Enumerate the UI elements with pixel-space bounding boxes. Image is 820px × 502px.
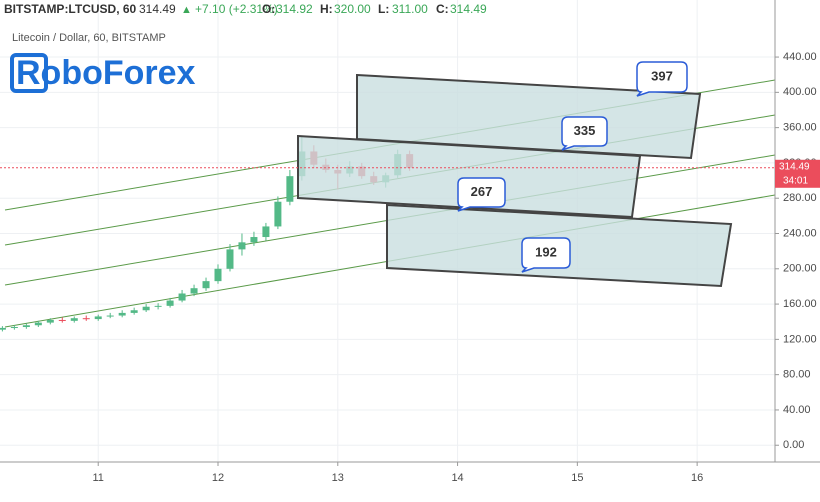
candle-body (46, 319, 54, 323)
candle-body (130, 310, 138, 313)
callout-label: 192 (535, 244, 557, 259)
zone (297, 134, 642, 219)
chart-title: Litecoin / Dollar, 60, BITSTAMP (12, 32, 166, 44)
arrow: ▲ (181, 4, 192, 16)
logo-icon (10, 53, 48, 93)
candle-body (226, 249, 234, 269)
change: +7.10 (+2.31%) (195, 2, 278, 16)
last: 314.49 (139, 2, 176, 16)
candle-body (262, 226, 270, 238)
callout-box (457, 177, 506, 212)
ohlc-value: 320.00 (334, 2, 371, 16)
candle-body (154, 305, 162, 307)
y-tick-label: 440.00 (783, 51, 817, 63)
candle-body (178, 293, 186, 301)
y-tick-label: 280.00 (783, 192, 817, 204)
x-tick-label: 12 (212, 472, 224, 484)
callout-box (521, 237, 571, 273)
candle-body (250, 237, 258, 243)
zone (356, 73, 702, 160)
price-tag (775, 159, 820, 188)
candle-body (142, 306, 150, 311)
candle-body (106, 315, 114, 317)
price-tag-label: 314.49 (779, 161, 810, 172)
candle-body (58, 319, 66, 321)
callout-box (561, 116, 608, 151)
x-tick-label: 11 (93, 472, 104, 484)
y-tick-label: 240.00 (783, 227, 817, 239)
callout-label: 335 (574, 123, 596, 138)
ohlc-label: O: (262, 2, 275, 16)
ohlc-label: L: (378, 2, 389, 16)
candle-body (286, 176, 294, 202)
x-tick-label: 13 (332, 472, 344, 484)
x-tick-label: 15 (571, 472, 583, 484)
candle-body (214, 268, 222, 282)
y-tick-label: 120.00 (783, 333, 817, 345)
callout-label: 267 (471, 184, 493, 199)
symbol: BITSTAMP:LTCUSD, 60 (4, 2, 137, 16)
logo: RoboForex (16, 54, 196, 92)
y-tick-label: 40.00 (783, 404, 811, 416)
candle-body (0, 327, 6, 330)
ohlc-value: 311.00 (392, 2, 428, 16)
candle-body (190, 288, 198, 294)
y-tick-label: 160.00 (783, 298, 817, 310)
candle-body (34, 322, 42, 326)
y-tick-label: 400.00 (783, 86, 817, 98)
candle-body (166, 300, 174, 306)
ohlc-value: 314.92 (276, 2, 313, 16)
candle-body (82, 318, 90, 320)
countdown: 34:01 (783, 175, 808, 186)
ohlc-label: H: (320, 2, 333, 16)
ohlc-label: C: (436, 2, 449, 16)
x-tick-label: 14 (451, 472, 463, 484)
ohlc-value: 314.49 (450, 2, 487, 16)
candle-body (94, 316, 102, 320)
candle-body (202, 281, 210, 289)
callout-label: 397 (651, 68, 673, 83)
y-tick-label: 80.00 (783, 369, 811, 381)
x-tick-label: 16 (691, 472, 703, 484)
y-tick-label: 360.00 (783, 122, 817, 134)
candle-body (274, 201, 282, 227)
candle-body (238, 242, 246, 250)
callout-box (636, 61, 688, 97)
y-tick-label: 200.00 (783, 263, 817, 275)
candle-body (10, 327, 18, 329)
candle-body (118, 312, 126, 316)
candle-body (70, 318, 78, 321)
candle-body (22, 325, 30, 328)
y-tick-label: 0.00 (783, 439, 804, 451)
